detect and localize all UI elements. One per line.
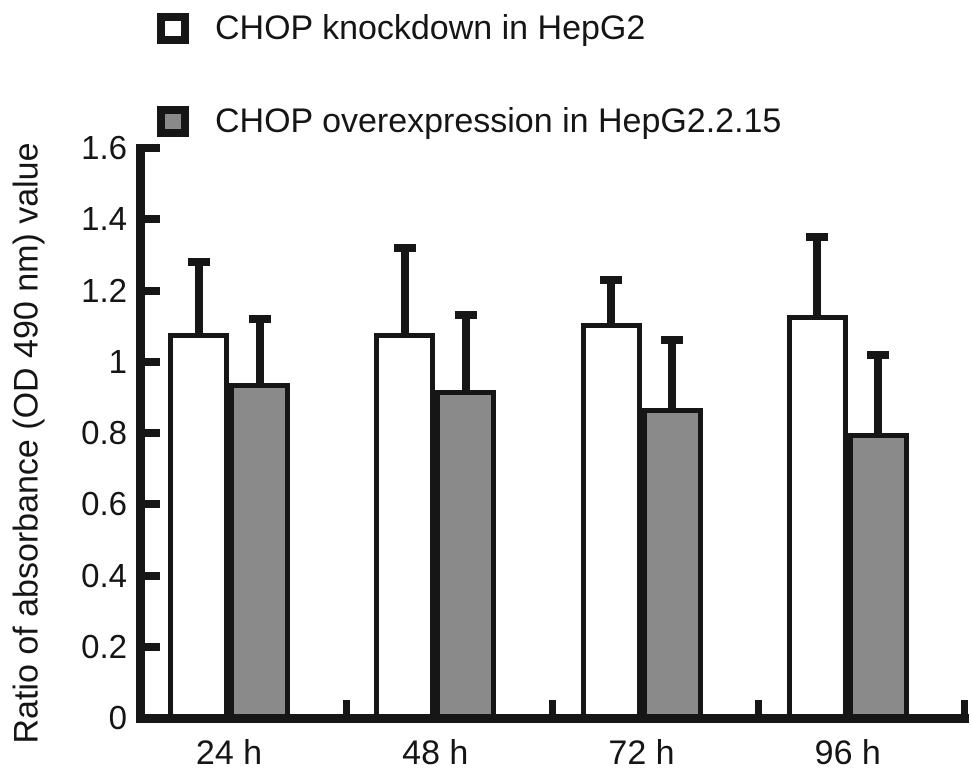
legend-gray-square-icon [157, 105, 189, 137]
x-category-label: 48 h [402, 734, 469, 772]
x-tick-mark [755, 700, 763, 714]
y-tick-mark [144, 357, 160, 366]
y-tick-mark [144, 144, 160, 152]
bar-knockdown-72h [580, 322, 642, 722]
y-tick-mark [144, 215, 160, 224]
error-bar-cap [867, 350, 890, 359]
bar-knockdown-48h [374, 333, 436, 722]
legend-open-square-icon [157, 12, 189, 44]
error-bar-cap [661, 336, 683, 345]
x-tick-mark [342, 700, 350, 714]
y-tick-mark [144, 642, 160, 651]
y-tick-label: 1 [108, 342, 127, 380]
bar-knockdown-96h [786, 315, 848, 722]
error-bar-line [668, 336, 676, 414]
x-tick-mark [549, 700, 556, 714]
bar-knockdown-24h [168, 333, 229, 722]
x-axis-line [136, 714, 969, 723]
y-tick-mark [144, 429, 160, 437]
legend-label-overexpression: CHOP overexpression in HepG2.2.15 [215, 101, 782, 140]
error-bar-cap [806, 233, 829, 242]
error-bar-line [813, 233, 822, 321]
bar-overexpression-96h [847, 433, 909, 722]
x-tick-mark [961, 700, 968, 714]
legend-item-overexpression: CHOP overexpression in HepG2.2.15 [157, 101, 781, 141]
bar-overexpression-72h [641, 408, 703, 722]
legend-label-knockdown: CHOP knockdown in HepG2 [215, 8, 646, 47]
error-bar-line [461, 311, 470, 396]
y-tick-label: 0.2 [81, 627, 127, 665]
y-tick-label: 0.4 [81, 556, 127, 594]
error-bar-line [874, 350, 883, 438]
y-tick-label: 0.8 [81, 414, 127, 451]
y-tick-label: 1.4 [81, 200, 127, 238]
y-tick-label: 1.2 [81, 271, 127, 309]
error-bar-line [255, 315, 264, 389]
y-tick-label: 1.6 [81, 129, 127, 166]
bar-overexpression-24h [229, 383, 290, 722]
error-bar-line [607, 275, 615, 328]
chart-legend: CHOP knockdown in HepG2 CHOP overexpress… [157, 8, 781, 141]
y-tick-mark [144, 286, 160, 295]
bar-overexpression-48h [435, 390, 497, 722]
error-bar-cap [454, 311, 477, 320]
error-bar-cap [393, 243, 416, 252]
error-bar-cap [248, 315, 271, 323]
y-tick-mark [144, 500, 160, 509]
x-category-label: 24 h [195, 734, 263, 772]
x-category-label: 72 h [608, 734, 675, 772]
y-tick-label: 0.6 [81, 485, 127, 523]
legend-item-knockdown: CHOP knockdown in HepG2 [157, 8, 781, 48]
error-bar-cap [600, 275, 622, 284]
y-tick-label: 0 [108, 699, 127, 736]
y-tick-mark [144, 571, 160, 580]
y-axis-line [136, 144, 145, 723]
error-bar-line [194, 258, 203, 339]
x-category-label: 96 h [814, 734, 881, 772]
error-bar-line [400, 243, 409, 339]
error-bar-cap [187, 258, 210, 266]
